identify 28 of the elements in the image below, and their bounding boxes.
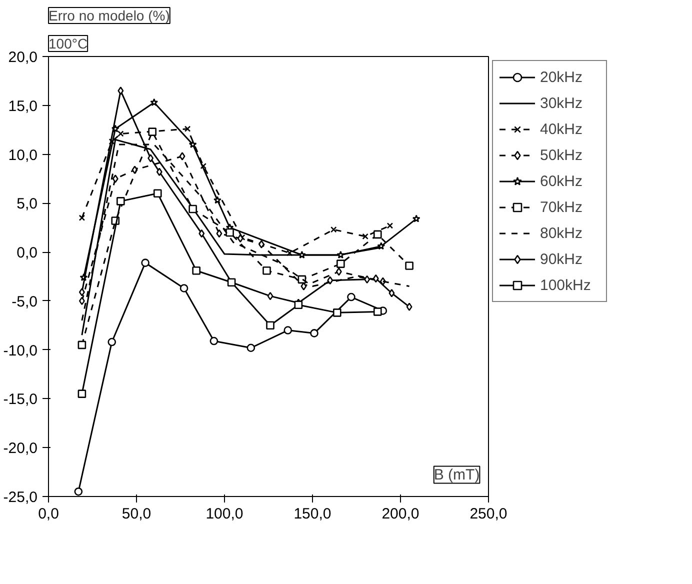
y-tick-label: -20,0 xyxy=(3,440,38,458)
legend-label: 30kHz xyxy=(540,94,584,112)
y-tick-label: -5,0 xyxy=(12,293,38,310)
y-tick-label: -25,0 xyxy=(3,489,38,506)
x-axis-title: B (mT) xyxy=(434,466,480,484)
y-tick-label: 0,0 xyxy=(16,244,38,262)
legend-label: 70kHz xyxy=(540,198,584,216)
legend-label: 50kHz xyxy=(540,146,584,164)
x-tick-label: 200,0 xyxy=(382,506,420,522)
y-tick-label: 15,0 xyxy=(8,98,38,115)
x-tick-label: 150,0 xyxy=(294,506,332,522)
legend-label: 90kHz xyxy=(540,250,584,268)
y-tick-label: -15,0 xyxy=(3,391,38,408)
y-tick-label: -10,0 xyxy=(3,342,38,360)
x-tick-label: 100,0 xyxy=(206,506,244,522)
y-tick-label: 10,0 xyxy=(8,146,38,164)
y-tick-label: 20,0 xyxy=(8,49,38,66)
legend-label: 20kHz xyxy=(540,68,584,86)
chart-title: Erro no modelo (%) xyxy=(48,8,170,24)
x-tick-label: 250,0 xyxy=(470,506,508,522)
legend-label: 80kHz xyxy=(540,224,584,242)
chart-subtitle: 100°C xyxy=(48,36,88,52)
x-tick-label: 0,0 xyxy=(38,506,59,522)
legend-label: 60kHz xyxy=(540,172,584,190)
y-tick-label: 5,0 xyxy=(16,196,38,213)
legend-label: 40kHz xyxy=(540,120,584,138)
legend-label: 100kHz xyxy=(540,276,592,294)
x-tick-label: 50,0 xyxy=(122,506,152,522)
